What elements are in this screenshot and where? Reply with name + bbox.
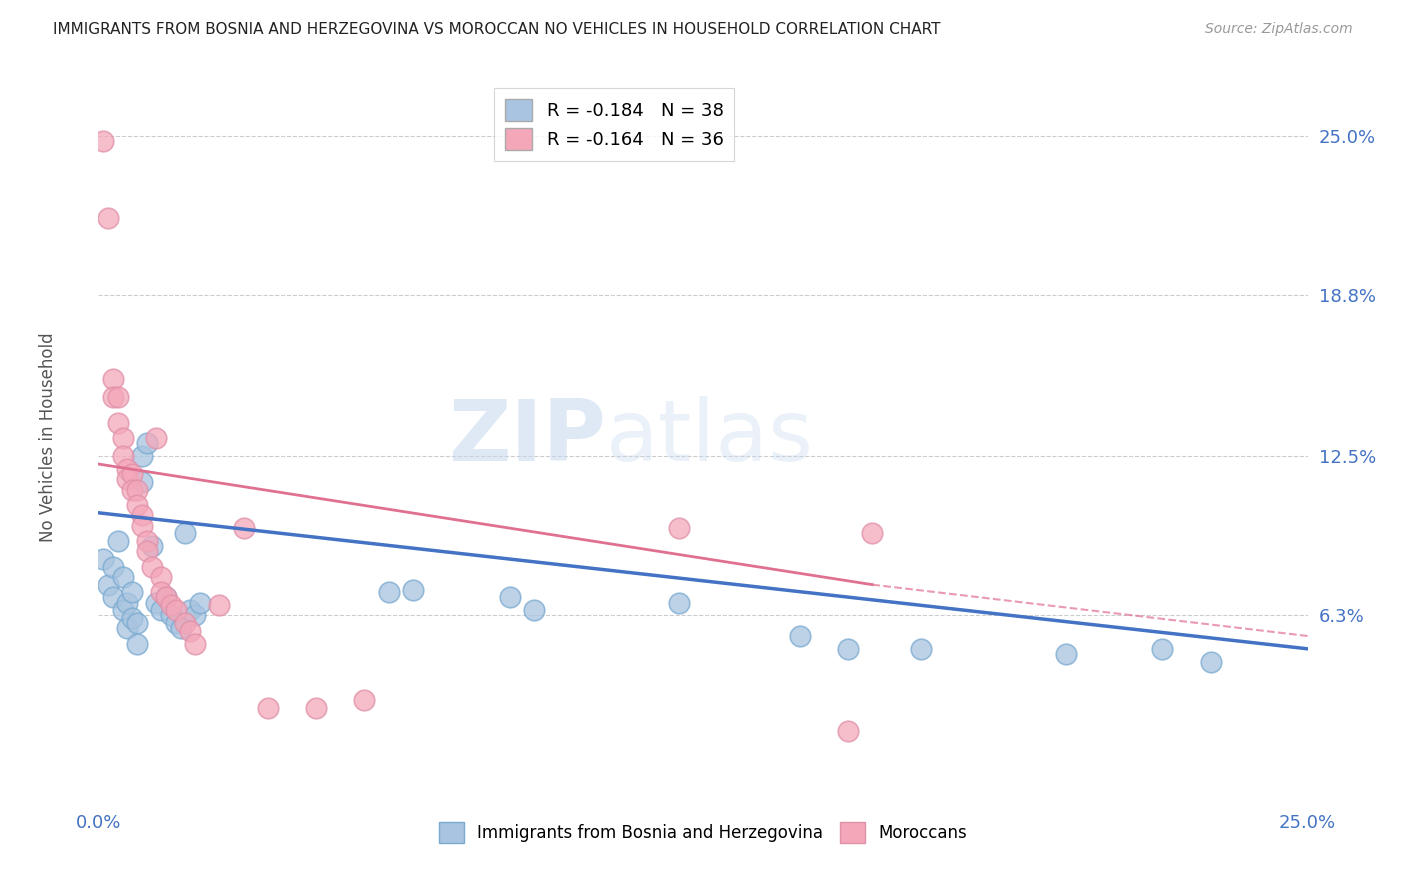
Point [145, 431, 167, 445]
Point [117, 472, 139, 486]
Point [117, 462, 139, 476]
Point [121, 611, 143, 625]
Point [377, 585, 399, 599]
Point [117, 596, 139, 610]
Point [145, 596, 167, 610]
Point [353, 693, 375, 707]
Point [160, 608, 183, 623]
Point [101, 559, 124, 574]
Text: IMMIGRANTS FROM BOSNIA AND HERZEGOVINA VS MOROCCAN NO VEHICLES IN HOUSEHOLD CORR: IMMIGRANTS FROM BOSNIA AND HERZEGOVINA V… [53, 22, 941, 37]
Point [107, 534, 129, 549]
Point [127, 498, 149, 512]
Point [127, 483, 149, 497]
Point [97, 211, 120, 225]
Point [184, 608, 207, 623]
Point [101, 390, 124, 404]
Point [523, 603, 546, 617]
Point [107, 416, 129, 430]
Point [135, 534, 157, 549]
Point [101, 591, 124, 605]
Point [1054, 647, 1077, 661]
Point [111, 603, 134, 617]
Point [232, 521, 254, 535]
Text: ZIP: ZIP [449, 395, 606, 479]
Text: atlas: atlas [606, 395, 814, 479]
Point [107, 390, 129, 404]
Point [91, 552, 114, 566]
Point [111, 431, 134, 445]
Point [127, 637, 149, 651]
Point [789, 629, 811, 643]
Point [97, 577, 120, 591]
Point [155, 591, 177, 605]
Legend: Immigrants from Bosnia and Herzegovina, Moroccans: Immigrants from Bosnia and Herzegovina, … [432, 815, 974, 849]
Point [121, 585, 143, 599]
Point [150, 570, 173, 584]
Point [169, 621, 191, 635]
Point [402, 582, 425, 597]
Point [150, 585, 173, 599]
Point [135, 544, 157, 558]
Point [135, 436, 157, 450]
Point [208, 598, 231, 612]
Point [141, 559, 163, 574]
Point [150, 603, 173, 617]
Point [111, 450, 134, 464]
Point [131, 475, 153, 489]
Point [121, 483, 143, 497]
Point [131, 450, 153, 464]
Point [165, 616, 187, 631]
Text: No Vehicles in Household: No Vehicles in Household [38, 332, 56, 542]
Point [121, 467, 143, 482]
Point [188, 596, 211, 610]
Point [256, 701, 278, 715]
Point [91, 134, 114, 148]
Point [668, 596, 690, 610]
Point [910, 641, 932, 656]
Point [305, 701, 328, 715]
Point [174, 616, 197, 631]
Point [117, 621, 139, 635]
Text: Source: ZipAtlas.com: Source: ZipAtlas.com [1205, 22, 1353, 37]
Point [179, 624, 201, 638]
Point [498, 591, 520, 605]
Point [131, 508, 153, 523]
Point [101, 372, 124, 386]
Point [160, 598, 183, 612]
Point [184, 637, 207, 651]
Point [155, 591, 177, 605]
Point [837, 641, 859, 656]
Point [668, 521, 690, 535]
Point [131, 518, 153, 533]
Point [837, 723, 859, 738]
Point [179, 603, 201, 617]
Point [165, 603, 187, 617]
Point [1199, 655, 1222, 669]
Point [174, 526, 197, 541]
Point [127, 616, 149, 631]
Point [860, 526, 883, 541]
Point [141, 539, 163, 553]
Point [1152, 641, 1174, 656]
Point [111, 570, 134, 584]
